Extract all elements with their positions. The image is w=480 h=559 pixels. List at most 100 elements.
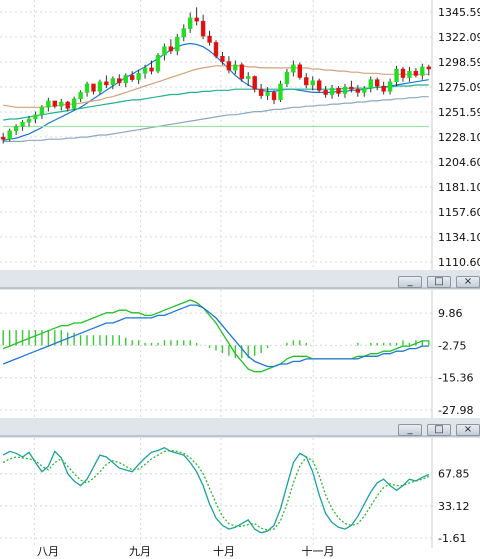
close-button[interactable]: × bbox=[456, 276, 480, 288]
candle-body bbox=[207, 35, 212, 43]
price-tick-label: 1228.10 bbox=[438, 131, 480, 144]
candle-body bbox=[117, 78, 122, 84]
candle-body bbox=[362, 87, 367, 93]
candle-body bbox=[7, 130, 12, 140]
candle-body bbox=[71, 98, 77, 109]
price-tick-label: 1322.09 bbox=[438, 31, 480, 44]
candle-body bbox=[387, 81, 393, 92]
minimize-button[interactable]: _ bbox=[398, 276, 422, 288]
candle-body bbox=[297, 64, 303, 78]
candle-body bbox=[136, 73, 141, 80]
indicator-tick-label: -15.36 bbox=[438, 372, 473, 385]
candle-body bbox=[323, 90, 328, 95]
candle-body bbox=[13, 126, 19, 131]
month-label: 十一月 bbox=[302, 544, 335, 558]
candle-body bbox=[233, 64, 238, 71]
candle-body bbox=[97, 81, 103, 92]
candle-body bbox=[52, 100, 57, 107]
candle-body bbox=[246, 76, 251, 79]
candle-body bbox=[26, 118, 32, 123]
pane-divider bbox=[0, 418, 480, 438]
close-button[interactable]: × bbox=[456, 424, 480, 436]
price-tick-label: 1345.59 bbox=[438, 6, 480, 19]
oscillator-tick-label: 67.85 bbox=[438, 468, 470, 481]
candle-body bbox=[149, 67, 154, 72]
candle-body bbox=[368, 79, 373, 89]
price-tick-label: 1298.59 bbox=[438, 56, 480, 69]
candle-body bbox=[394, 68, 399, 83]
candle-body bbox=[123, 75, 128, 84]
candle-body bbox=[304, 77, 309, 86]
candle-body bbox=[420, 66, 425, 76]
candle-body bbox=[33, 114, 38, 120]
indicator-tick-label: -2.75 bbox=[438, 339, 466, 352]
candle-body bbox=[46, 100, 51, 108]
candle-body bbox=[329, 87, 335, 95]
candle-body bbox=[426, 66, 431, 70]
candle-body bbox=[194, 17, 199, 22]
month-label: 九月 bbox=[129, 545, 151, 558]
candle-body bbox=[168, 46, 174, 52]
price-tick-label: 1204.60 bbox=[438, 156, 480, 169]
candle-body bbox=[336, 87, 341, 94]
candle-body bbox=[265, 92, 270, 96]
indicator-tick-label: -27.98 bbox=[438, 404, 473, 417]
candle-body bbox=[355, 88, 361, 93]
price-tick-label: 1251.59 bbox=[438, 106, 480, 119]
candle-body bbox=[188, 17, 193, 29]
candle-body bbox=[349, 86, 354, 90]
maximize-button[interactable]: □ bbox=[427, 276, 451, 288]
candle-body bbox=[381, 85, 386, 92]
candle-body bbox=[284, 71, 290, 85]
candle-body bbox=[213, 42, 219, 57]
indicator-line bbox=[2, 304, 429, 368]
maximize-button[interactable]: □ bbox=[427, 424, 451, 436]
indicator-tick-label: 9.86 bbox=[438, 307, 463, 320]
candle-body bbox=[316, 80, 322, 91]
moving-average-line bbox=[3, 96, 429, 142]
candle-body bbox=[400, 68, 406, 78]
oscillator-tick-label: -1.61 bbox=[438, 532, 466, 545]
price-tick-label: 1157.60 bbox=[438, 206, 480, 219]
indicator-line bbox=[2, 299, 429, 373]
candle-body bbox=[1, 136, 6, 140]
month-label: 十月 bbox=[213, 544, 235, 558]
candle-body bbox=[310, 80, 315, 86]
candle-body bbox=[129, 75, 135, 80]
candle-body bbox=[226, 61, 232, 71]
candle-body bbox=[59, 101, 64, 107]
oscillator-tick-label: 33.12 bbox=[438, 500, 470, 513]
candle-body bbox=[65, 101, 70, 109]
candle-body bbox=[155, 54, 161, 72]
candle-body bbox=[39, 107, 45, 116]
candle-body bbox=[342, 86, 348, 94]
candle-body bbox=[104, 81, 109, 86]
price-tick-label: 1275.09 bbox=[438, 81, 480, 94]
candle-body bbox=[20, 121, 25, 127]
candle-body bbox=[181, 28, 186, 38]
candle-body bbox=[220, 55, 225, 62]
price-tick-label: 1134.10 bbox=[438, 231, 480, 244]
minimize-button[interactable]: _ bbox=[398, 424, 422, 436]
candle-body bbox=[407, 70, 412, 78]
candle-body bbox=[239, 64, 244, 79]
pane-divider bbox=[0, 270, 480, 290]
candle-body bbox=[162, 46, 167, 56]
candle-body bbox=[175, 36, 180, 52]
candle-body bbox=[375, 79, 380, 87]
candle-body bbox=[413, 70, 419, 76]
month-label: 八月 bbox=[37, 545, 59, 558]
oscillator-line bbox=[2, 446, 430, 534]
candle-body bbox=[91, 83, 96, 92]
price-tick-label: 1181.10 bbox=[438, 181, 480, 194]
oscillator-line bbox=[2, 449, 430, 531]
candle-body bbox=[258, 88, 264, 96]
candle-body bbox=[78, 92, 83, 100]
candle-body bbox=[200, 20, 206, 37]
candle-body bbox=[110, 78, 116, 86]
candle-body bbox=[142, 67, 148, 74]
candle-body bbox=[252, 76, 257, 90]
price-tick-label: 1110.60 bbox=[438, 256, 480, 269]
